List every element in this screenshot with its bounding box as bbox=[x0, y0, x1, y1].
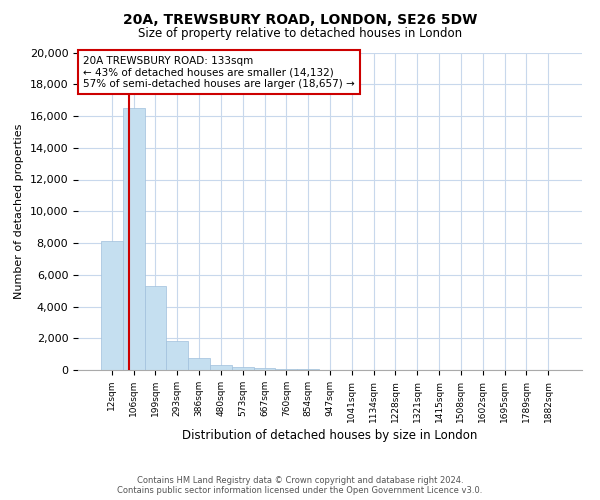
Text: Contains HM Land Registry data © Crown copyright and database right 2024.
Contai: Contains HM Land Registry data © Crown c… bbox=[118, 476, 482, 495]
Bar bbox=[188, 358, 210, 370]
Bar bbox=[101, 242, 123, 370]
Bar bbox=[123, 108, 145, 370]
Bar bbox=[275, 368, 297, 370]
Bar bbox=[232, 367, 254, 370]
Bar bbox=[254, 368, 275, 370]
Bar bbox=[145, 286, 166, 370]
Text: 20A, TREWSBURY ROAD, LONDON, SE26 5DW: 20A, TREWSBURY ROAD, LONDON, SE26 5DW bbox=[123, 12, 477, 26]
Text: Size of property relative to detached houses in London: Size of property relative to detached ho… bbox=[138, 28, 462, 40]
Bar bbox=[166, 342, 188, 370]
Y-axis label: Number of detached properties: Number of detached properties bbox=[14, 124, 24, 299]
Text: 20A TREWSBURY ROAD: 133sqm
← 43% of detached houses are smaller (14,132)
57% of : 20A TREWSBURY ROAD: 133sqm ← 43% of deta… bbox=[83, 56, 355, 89]
Bar bbox=[210, 365, 232, 370]
Bar bbox=[297, 369, 319, 370]
X-axis label: Distribution of detached houses by size in London: Distribution of detached houses by size … bbox=[182, 429, 478, 442]
